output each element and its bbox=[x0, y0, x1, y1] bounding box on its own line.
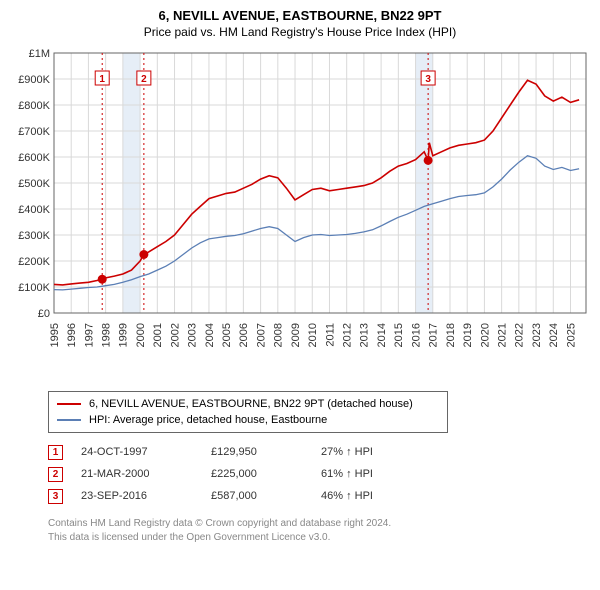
svg-text:1995: 1995 bbox=[49, 323, 61, 347]
svg-text:2005: 2005 bbox=[221, 323, 233, 347]
transaction-marker: 1 bbox=[48, 445, 63, 460]
svg-text:2002: 2002 bbox=[169, 323, 181, 347]
chart-subtitle: Price paid vs. HM Land Registry's House … bbox=[8, 25, 592, 39]
svg-text:2019: 2019 bbox=[462, 323, 474, 347]
transaction-change: 61% ↑ HPI bbox=[321, 468, 441, 480]
svg-text:2013: 2013 bbox=[359, 323, 371, 347]
table-row: 1 24-OCT-1997 £129,950 27% ↑ HPI bbox=[48, 441, 592, 463]
transaction-date: 21-MAR-2000 bbox=[81, 468, 211, 480]
legend-swatch bbox=[57, 403, 81, 405]
svg-text:2021: 2021 bbox=[496, 323, 508, 347]
transaction-price: £225,000 bbox=[211, 468, 321, 480]
svg-text:1998: 1998 bbox=[101, 323, 113, 347]
chart-title: 6, NEVILL AVENUE, EASTBOURNE, BN22 9PT bbox=[8, 8, 592, 23]
svg-text:2023: 2023 bbox=[531, 323, 543, 347]
svg-text:£300K: £300K bbox=[18, 230, 50, 242]
footer-line: This data is licensed under the Open Gov… bbox=[48, 531, 592, 545]
svg-text:2020: 2020 bbox=[479, 323, 491, 347]
svg-text:2018: 2018 bbox=[445, 323, 457, 347]
chart-titles: 6, NEVILL AVENUE, EASTBOURNE, BN22 9PT P… bbox=[8, 8, 592, 39]
svg-text:£500K: £500K bbox=[18, 178, 50, 190]
svg-text:£1M: £1M bbox=[29, 48, 50, 60]
svg-text:£200K: £200K bbox=[18, 256, 50, 268]
svg-text:3: 3 bbox=[425, 74, 431, 85]
price-chart: £0 £100K £200K £300K £400K £500K £600K £700K £80… bbox=[8, 45, 592, 385]
chart-canvas: £0 £100K £200K £300K £400K £500K £600K £700K £80… bbox=[8, 45, 592, 385]
svg-text:£900K: £900K bbox=[18, 74, 50, 86]
svg-text:2006: 2006 bbox=[238, 323, 250, 347]
svg-text:£100K: £100K bbox=[18, 282, 50, 294]
svg-text:2003: 2003 bbox=[187, 323, 199, 347]
svg-text:1996: 1996 bbox=[66, 323, 78, 347]
svg-text:2025: 2025 bbox=[565, 323, 577, 347]
svg-text:1: 1 bbox=[99, 74, 105, 85]
legend-label: HPI: Average price, detached house, East… bbox=[89, 412, 327, 428]
legend-item-hpi: HPI: Average price, detached house, East… bbox=[57, 412, 439, 428]
svg-text:2008: 2008 bbox=[273, 323, 285, 347]
svg-text:2016: 2016 bbox=[410, 323, 422, 347]
svg-text:£600K: £600K bbox=[18, 152, 50, 164]
transaction-marker: 2 bbox=[48, 467, 63, 482]
transaction-marker: 3 bbox=[48, 489, 63, 504]
svg-text:2017: 2017 bbox=[428, 323, 440, 347]
footer-attribution: Contains HM Land Registry data © Crown c… bbox=[48, 517, 592, 545]
transaction-date: 24-OCT-1997 bbox=[81, 446, 211, 458]
svg-text:1999: 1999 bbox=[118, 323, 130, 347]
svg-text:2000: 2000 bbox=[135, 323, 147, 347]
svg-text:2004: 2004 bbox=[204, 323, 216, 347]
svg-text:2024: 2024 bbox=[548, 323, 560, 347]
transaction-price: £587,000 bbox=[211, 490, 321, 502]
transaction-price: £129,950 bbox=[211, 446, 321, 458]
svg-text:2009: 2009 bbox=[290, 323, 302, 347]
transaction-change: 27% ↑ HPI bbox=[321, 446, 441, 458]
svg-text:£700K: £700K bbox=[18, 126, 50, 138]
svg-text:2010: 2010 bbox=[307, 323, 319, 347]
svg-text:2011: 2011 bbox=[324, 323, 336, 347]
svg-text:2012: 2012 bbox=[342, 323, 354, 347]
svg-text:2001: 2001 bbox=[152, 323, 164, 347]
svg-text:£400K: £400K bbox=[18, 204, 50, 216]
legend-swatch bbox=[57, 419, 81, 421]
svg-text:2007: 2007 bbox=[255, 323, 267, 347]
table-row: 2 21-MAR-2000 £225,000 61% ↑ HPI bbox=[48, 463, 592, 485]
legend-label: 6, NEVILL AVENUE, EASTBOURNE, BN22 9PT (… bbox=[89, 396, 413, 412]
transaction-change: 46% ↑ HPI bbox=[321, 490, 441, 502]
svg-text:1997: 1997 bbox=[83, 323, 95, 347]
svg-text:2: 2 bbox=[141, 74, 147, 85]
transaction-date: 23-SEP-2016 bbox=[81, 490, 211, 502]
legend: 6, NEVILL AVENUE, EASTBOURNE, BN22 9PT (… bbox=[48, 391, 448, 433]
svg-text:£0: £0 bbox=[38, 308, 50, 320]
transactions-table: 1 24-OCT-1997 £129,950 27% ↑ HPI 2 21-MA… bbox=[48, 441, 592, 507]
table-row: 3 23-SEP-2016 £587,000 46% ↑ HPI bbox=[48, 485, 592, 507]
svg-text:2015: 2015 bbox=[393, 323, 405, 347]
svg-text:2014: 2014 bbox=[376, 323, 388, 347]
svg-text:£800K: £800K bbox=[18, 100, 50, 112]
footer-line: Contains HM Land Registry data © Crown c… bbox=[48, 517, 592, 531]
svg-text:2022: 2022 bbox=[514, 323, 526, 347]
legend-item-property: 6, NEVILL AVENUE, EASTBOURNE, BN22 9PT (… bbox=[57, 396, 439, 412]
